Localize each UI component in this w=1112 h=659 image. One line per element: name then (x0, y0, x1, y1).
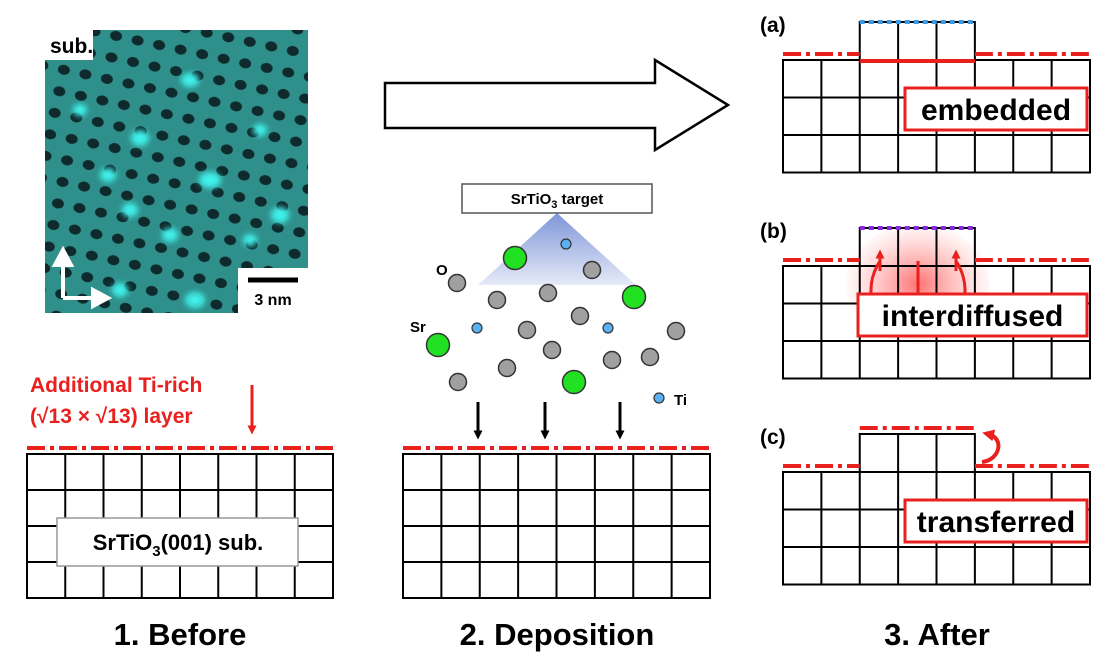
t: SrTiO (93, 530, 153, 555)
process-arrow (383, 57, 731, 153)
plume (478, 213, 636, 285)
note-line1: Additional Ti-rich (30, 374, 202, 397)
o-atom (582, 260, 602, 280)
ti-atom (653, 392, 665, 404)
after-panel: (b) interdiffused (760, 220, 1091, 380)
species-ti: Ti (674, 392, 687, 409)
target-label: SrTiO3 target (511, 191, 604, 211)
ti-atom (602, 322, 614, 334)
o-atom (570, 306, 590, 326)
caption: 3. After (884, 617, 990, 652)
species-sr: Sr (410, 319, 426, 336)
o-atom (517, 320, 537, 340)
transfer-arrow (981, 429, 1001, 464)
caption: 1. Before (114, 617, 247, 652)
sr-atom (425, 332, 451, 358)
panel-tag: (a) (760, 14, 786, 37)
substrate-label: SrTiO3(001) sub. (93, 530, 264, 560)
o-atom (640, 347, 660, 367)
o-atom (538, 283, 558, 303)
species-o: O (436, 262, 448, 279)
ti-atom (560, 238, 572, 250)
t: target (557, 191, 603, 208)
target-box (461, 183, 653, 214)
label-box (903, 86, 1089, 132)
panel-label: embedded (921, 94, 1071, 127)
axes-arrows (51, 245, 113, 310)
panel-label: interdiffused (882, 300, 1064, 333)
sr-atom (561, 369, 587, 395)
sr-atom (621, 284, 647, 310)
scale-label: 3 nm (254, 292, 291, 309)
o-atom (602, 350, 622, 370)
o-atom (666, 321, 686, 341)
t: SrTiO (511, 191, 552, 208)
panel-label: transferred (917, 506, 1075, 539)
panel-tag: (c) (760, 426, 786, 449)
film (858, 21, 976, 61)
after-panel: (c) transferred (760, 426, 1091, 586)
o-atom (448, 372, 468, 392)
scale-box (238, 268, 308, 313)
stm-image (45, 30, 308, 313)
o-atom (447, 273, 467, 293)
o-atom (542, 340, 562, 360)
ti-atom (471, 322, 483, 334)
t: 3 (551, 199, 557, 211)
label-box (903, 498, 1089, 544)
film (858, 433, 976, 473)
stm-label: sub. (50, 35, 93, 58)
t: 3 (152, 543, 160, 560)
sr-atom (502, 245, 528, 271)
label-box (856, 292, 1089, 338)
substrate-box (56, 517, 299, 567)
after-panel: (a) embedded (760, 14, 1091, 174)
o-atom (487, 290, 507, 310)
o-atom (497, 358, 517, 378)
note-line2: (√13 × √13) layer (30, 405, 193, 428)
deposit-arrows (473, 402, 625, 440)
stm-label-box (45, 30, 93, 60)
caption: 2. Deposition (460, 617, 655, 652)
panel-tag: (b) (760, 220, 787, 243)
t: (001) sub. (161, 530, 264, 555)
